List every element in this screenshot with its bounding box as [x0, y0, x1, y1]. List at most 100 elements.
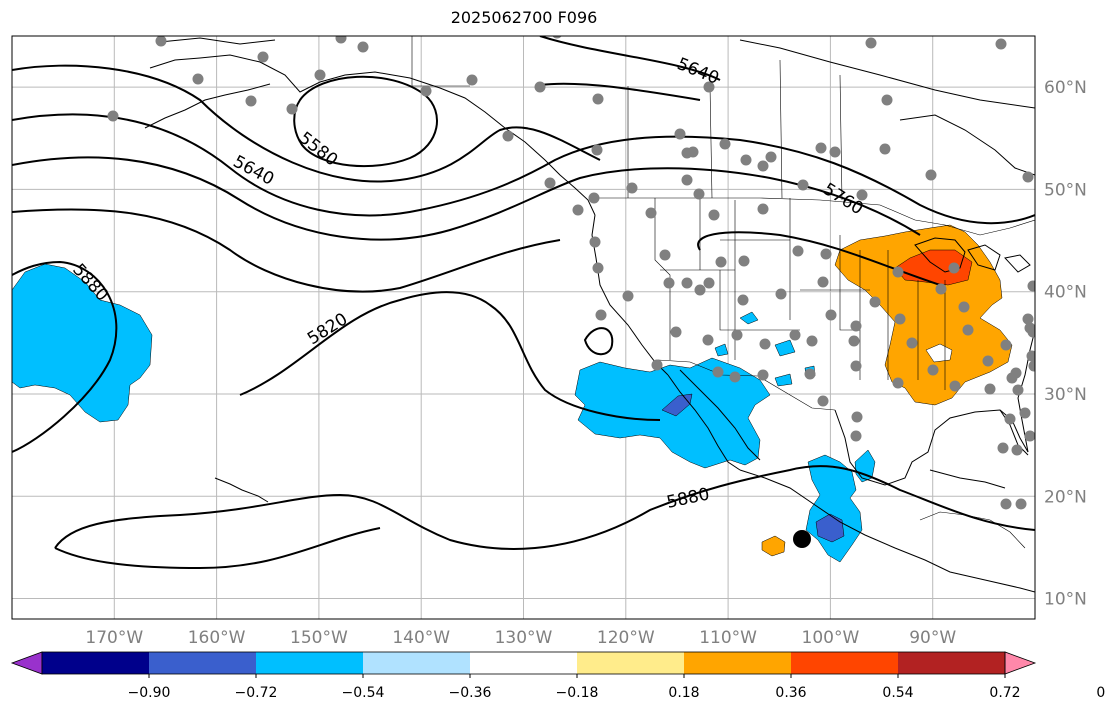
station-dot: [588, 192, 600, 204]
border-central-america: [919, 511, 1026, 549]
strong-anomaly-baja: [661, 393, 693, 417]
station-dot: [817, 395, 829, 407]
strong-negative-regions: [661, 393, 845, 543]
colorbar-segment-4: [470, 652, 578, 674]
station-dot: [729, 371, 741, 383]
station-dot: [708, 209, 720, 221]
station-dot: [740, 154, 752, 166]
station-dot: [1022, 171, 1034, 183]
colorbar-segment-7: [791, 652, 899, 674]
station-dot: [1028, 360, 1035, 372]
station-dot: [703, 277, 715, 289]
station-dot: [792, 245, 804, 257]
colorbar-tick-label-4: −0.18: [556, 685, 599, 701]
station-dot: [1015, 498, 1027, 510]
coastline-hawaii: [214, 477, 269, 503]
anomaly-small-4: [774, 373, 793, 387]
colorbar-segment-2: [256, 652, 364, 674]
station-dot: [995, 38, 1007, 50]
anomaly-small-2: [714, 343, 729, 357]
colorbar-tick-label-1: −0.72: [235, 685, 278, 701]
station-dot: [502, 130, 514, 142]
station-dot: [797, 179, 809, 191]
lon-label-0: 170°W: [85, 628, 143, 648]
lat-label-4: 20°N: [1044, 487, 1087, 507]
anomaly-small-3: [774, 339, 796, 357]
station-dot: [715, 256, 727, 268]
station-dot: [865, 37, 877, 49]
station-dot: [1004, 413, 1016, 425]
station-dot: [681, 174, 693, 186]
colorbar-extend-high: [1004, 651, 1037, 675]
station-dot: [544, 177, 556, 189]
station-dot: [894, 313, 906, 325]
station-dot: [572, 204, 584, 216]
anomaly-small-1: [739, 311, 759, 325]
colorbar-tick-label-7: 0.54: [882, 685, 913, 701]
colorbar-segment-1: [149, 652, 257, 674]
station-dot: [869, 296, 881, 308]
station-dot: [681, 277, 693, 289]
station-dot: [757, 203, 769, 215]
station-dot: [925, 169, 937, 181]
colorbar-tick-label-0: −0.90: [128, 685, 171, 701]
lon-label-7: 100°W: [802, 628, 860, 648]
station-dot: [712, 366, 724, 378]
contour-5580-low: [293, 75, 438, 168]
station-dot: [257, 51, 269, 63]
station-dot: [892, 266, 904, 278]
station-dot: [335, 36, 347, 44]
contour-5820-a: [12, 208, 561, 293]
station-dot: [851, 411, 863, 423]
anomaly-pacific-mexico: [761, 535, 786, 557]
station-dot: [806, 335, 818, 347]
colorbar-tick-label-3: −0.36: [449, 685, 492, 701]
station-dot: [703, 81, 715, 93]
station-dot: [817, 276, 829, 288]
coastline-baja: [667, 374, 741, 471]
colorbar-outline: [41, 651, 1006, 675]
station-dot: [626, 182, 638, 194]
colorbar-tick-label-8: 0.72: [989, 685, 1020, 701]
longitude-labels: 170°W 160°W 150°W 140°W 130°W 120°W 110°W 100°W…: [85, 628, 956, 648]
station-dot: [155, 36, 167, 47]
station-dot: [591, 144, 603, 156]
station-dot: [757, 160, 769, 172]
contour-5760: [12, 156, 921, 241]
lon-label-4: 130°W: [495, 628, 553, 648]
lon-label-3: 140°W: [392, 628, 450, 648]
station-dot: [670, 326, 682, 338]
station-dot: [1000, 339, 1012, 351]
station-dot: [552, 36, 562, 39]
border-canada-provinces: [627, 59, 843, 201]
station-dot: [1011, 444, 1023, 456]
contour-5880-south-lower: [54, 527, 381, 570]
contour-5640-a: [12, 64, 601, 183]
station-dot: [850, 320, 862, 332]
station-dot: [982, 355, 994, 367]
station-dot: [737, 294, 749, 306]
station-dot: [534, 81, 546, 93]
station-dot: [881, 94, 893, 106]
coastline-canada-north: [739, 39, 1035, 109]
contour-5820-b: [539, 82, 701, 101]
station-dot: [1006, 372, 1018, 384]
contour-5880-ridge: [697, 231, 941, 286]
coastline-great-lakes: [914, 237, 1031, 273]
contour-5640-b: [539, 36, 721, 81]
station-dot: [192, 73, 204, 85]
station-dot: [674, 128, 686, 140]
lat-label-0: 60°N: [1044, 78, 1087, 98]
lat-label-5: 10°N: [1044, 590, 1087, 610]
station-dot: [848, 335, 860, 347]
border-us-canada: [595, 197, 1035, 236]
station-dot: [645, 207, 657, 219]
map-title: 2025062700 F096: [450, 8, 598, 27]
station-dot: [804, 368, 816, 380]
station-dot: [856, 189, 868, 201]
station-dots: [107, 36, 1035, 510]
station-dot: [997, 442, 1009, 454]
contour-5880-west: [12, 260, 118, 453]
anomaly-hole: [925, 343, 953, 363]
